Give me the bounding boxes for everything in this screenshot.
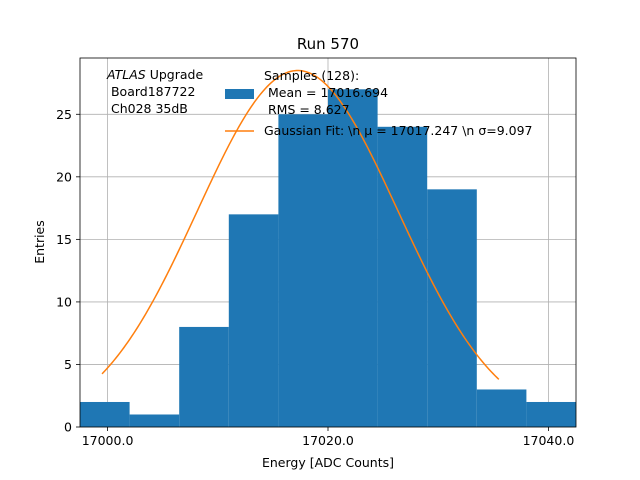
atlas-annotation: ATLAS Upgrade Board187722 Ch028 35dB bbox=[106, 67, 203, 116]
annotation-upgrade: Upgrade bbox=[146, 67, 204, 82]
histogram-bar bbox=[129, 414, 180, 427]
histogram-bar bbox=[427, 189, 477, 427]
legend-hist-swatch bbox=[225, 89, 254, 99]
y-tick-label: 20 bbox=[56, 169, 72, 184]
histogram-bar bbox=[526, 401, 576, 427]
histogram-bar bbox=[179, 326, 229, 427]
legend-hist-line-1: Samples (128): bbox=[264, 68, 359, 83]
y-tick-label: 25 bbox=[56, 107, 72, 122]
histogram-bar bbox=[80, 401, 130, 427]
legend-hist-line-3: RMS = 8.627 bbox=[264, 102, 350, 117]
histogram-bar bbox=[228, 214, 279, 427]
x-axis-label: Energy [ADC Counts] bbox=[262, 455, 394, 470]
x-tick-label: 17040.0 bbox=[523, 433, 575, 448]
chart-title: Run 570 bbox=[297, 35, 359, 53]
histogram-bar bbox=[328, 89, 378, 428]
y-tick-label: 15 bbox=[56, 232, 72, 247]
x-tick-label: 17020.0 bbox=[302, 433, 354, 448]
y-tick-label: 5 bbox=[64, 357, 72, 372]
annotation-line-1: ATLAS Upgrade bbox=[106, 67, 203, 82]
y-tick-label: 0 bbox=[64, 420, 72, 435]
annotation-atlas: ATLAS bbox=[106, 67, 146, 82]
histogram-bars bbox=[80, 89, 576, 428]
histogram-bar bbox=[278, 114, 328, 427]
legend-hist-line-2: Mean = 17016.694 bbox=[264, 85, 388, 100]
annotation-channel: Ch028 35dB bbox=[107, 101, 188, 116]
histogram-bar bbox=[377, 126, 428, 428]
gaussian-fit-curve bbox=[101, 69, 500, 380]
histogram-bar bbox=[476, 389, 527, 427]
legend: Samples (128): Mean = 17016.694 RMS = 8.… bbox=[225, 68, 533, 138]
axis-ticks: 17000.0 17020.0 17040.0 0 5 10 15 20 25 bbox=[56, 107, 574, 448]
y-axis-label: Entries bbox=[32, 220, 47, 264]
y-tick-label: 10 bbox=[56, 294, 72, 309]
x-tick-label: 17000.0 bbox=[82, 433, 134, 448]
annotation-board: Board187722 bbox=[107, 84, 195, 99]
legend-fit-label: Gaussian Fit: \n μ = 17017.247 \n σ=9.09… bbox=[264, 123, 533, 138]
